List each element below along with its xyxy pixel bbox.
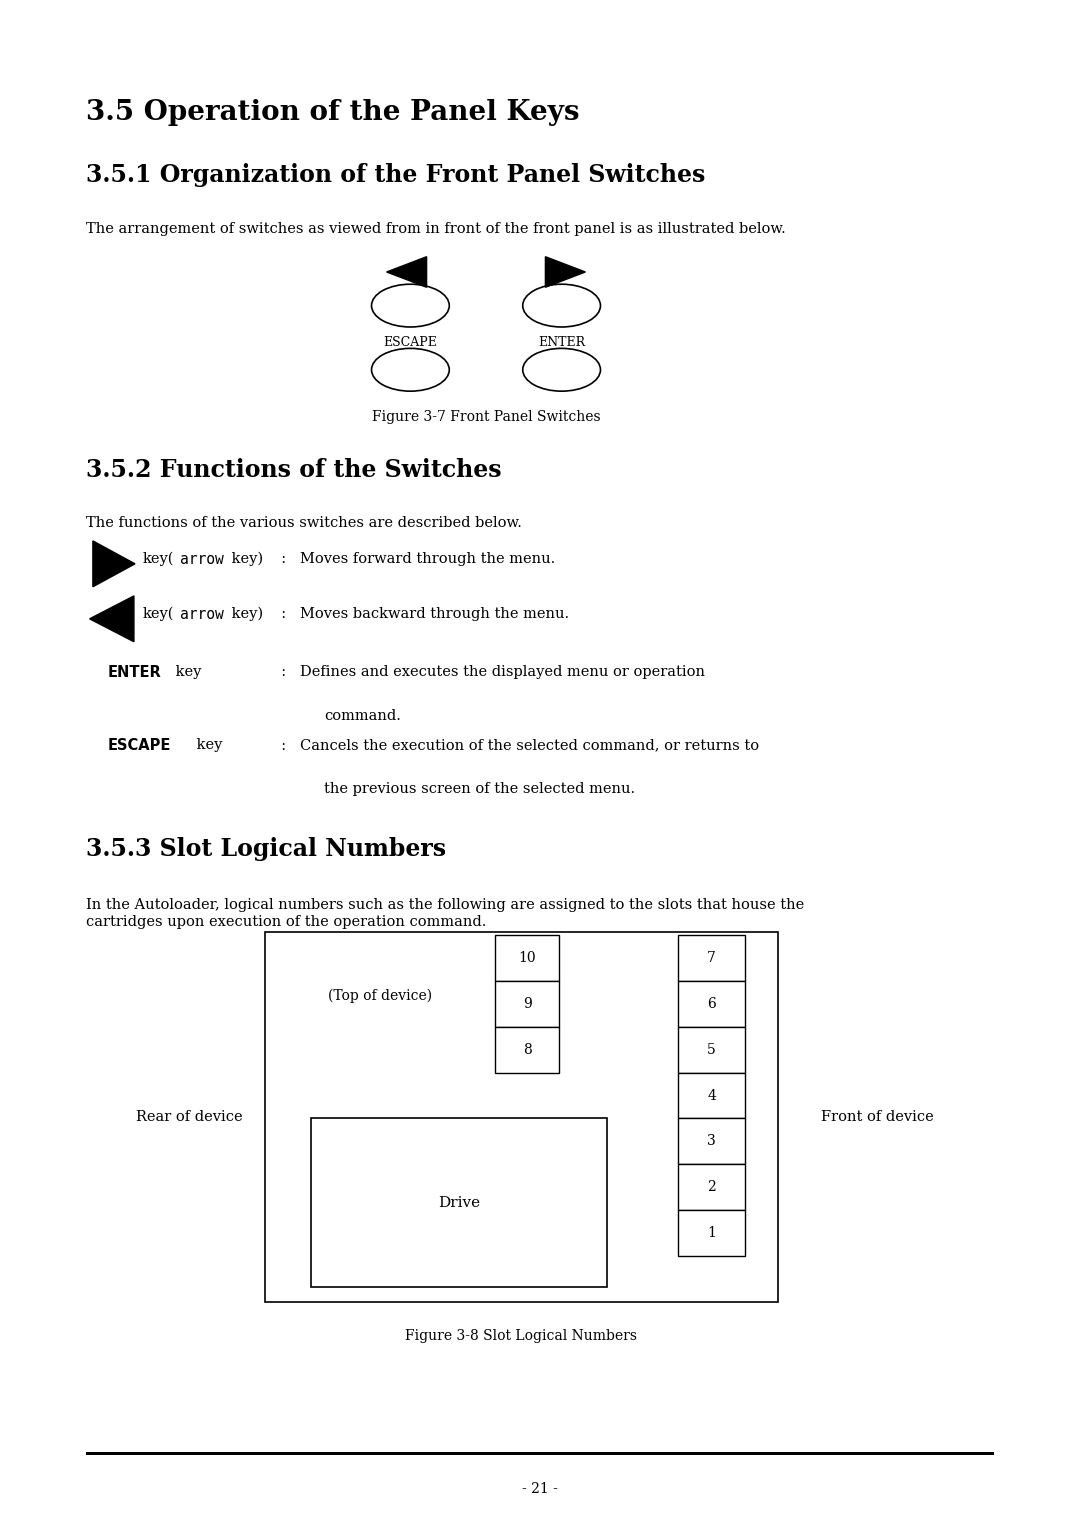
Polygon shape <box>387 257 427 287</box>
Bar <box>678 1118 745 1164</box>
Text: 7: 7 <box>707 950 716 966</box>
Text: Rear of device: Rear of device <box>136 1109 242 1125</box>
Bar <box>495 935 559 981</box>
Text: arrow: arrow <box>180 607 225 622</box>
Text: (Top of device): (Top of device) <box>328 989 432 1004</box>
Ellipse shape <box>372 348 449 391</box>
Text: 4: 4 <box>707 1088 716 1103</box>
Bar <box>495 981 559 1027</box>
Ellipse shape <box>372 284 449 327</box>
Text: Front of device: Front of device <box>821 1109 933 1125</box>
Text: :   Cancels the execution of the selected command, or returns to: : Cancels the execution of the selected … <box>272 738 759 752</box>
Text: 9: 9 <box>523 996 531 1012</box>
Text: 3.5.1 Organization of the Front Panel Switches: 3.5.1 Organization of the Front Panel Sw… <box>86 163 705 188</box>
Text: Drive: Drive <box>437 1195 481 1210</box>
Bar <box>86 1452 994 1455</box>
Ellipse shape <box>523 348 600 391</box>
Bar <box>311 1118 607 1287</box>
Text: 3.5 Operation of the Panel Keys: 3.5 Operation of the Panel Keys <box>86 99 580 127</box>
Text: 3: 3 <box>707 1134 716 1149</box>
Text: 1: 1 <box>707 1225 716 1241</box>
Text: key(: key( <box>143 552 174 565</box>
Text: ENTER: ENTER <box>538 336 585 350</box>
Bar <box>678 935 745 981</box>
Text: 8: 8 <box>523 1042 531 1057</box>
Text: key): key) <box>227 607 262 620</box>
Text: the previous screen of the selected menu.: the previous screen of the selected menu… <box>324 782 635 796</box>
Text: command.: command. <box>324 709 401 723</box>
Text: 5: 5 <box>707 1042 716 1057</box>
Text: key: key <box>171 665 201 678</box>
Bar <box>678 1073 745 1118</box>
Text: 10: 10 <box>518 950 536 966</box>
Polygon shape <box>93 541 135 587</box>
Text: :   Defines and executes the displayed menu or operation: : Defines and executes the displayed men… <box>272 665 705 678</box>
Bar <box>495 1027 559 1073</box>
Text: :   Moves forward through the menu.: : Moves forward through the menu. <box>272 552 555 565</box>
Text: ESCAPE: ESCAPE <box>108 738 172 753</box>
Text: 2: 2 <box>707 1180 716 1195</box>
Text: 6: 6 <box>707 996 716 1012</box>
Polygon shape <box>545 257 585 287</box>
Text: ENTER: ENTER <box>108 665 162 680</box>
Text: :   Moves backward through the menu.: : Moves backward through the menu. <box>272 607 569 620</box>
Ellipse shape <box>523 284 600 327</box>
Text: Figure 3-8 Slot Logical Numbers: Figure 3-8 Slot Logical Numbers <box>405 1329 636 1343</box>
Text: 3.5.3 Slot Logical Numbers: 3.5.3 Slot Logical Numbers <box>86 837 446 862</box>
Bar <box>678 1210 745 1256</box>
Text: key): key) <box>227 552 262 565</box>
Bar <box>678 981 745 1027</box>
Bar <box>678 1027 745 1073</box>
Text: arrow: arrow <box>180 552 225 567</box>
Text: Figure 3-7 Front Panel Switches: Figure 3-7 Front Panel Switches <box>372 410 600 423</box>
Bar <box>678 1164 745 1210</box>
Bar <box>265 932 778 1302</box>
Text: 3.5.2 Functions of the Switches: 3.5.2 Functions of the Switches <box>86 458 502 483</box>
Text: The arrangement of switches as viewed from in front of the front panel is as ill: The arrangement of switches as viewed fr… <box>86 222 786 235</box>
Text: ESCAPE: ESCAPE <box>383 336 437 350</box>
Text: key(: key( <box>143 607 174 620</box>
Polygon shape <box>90 596 134 642</box>
Text: In the Autoloader, logical numbers such as the following are assigned to the slo: In the Autoloader, logical numbers such … <box>86 898 805 929</box>
Text: - 21 -: - 21 - <box>522 1482 558 1496</box>
Text: key: key <box>192 738 222 752</box>
Text: The functions of the various switches are described below.: The functions of the various switches ar… <box>86 516 523 530</box>
